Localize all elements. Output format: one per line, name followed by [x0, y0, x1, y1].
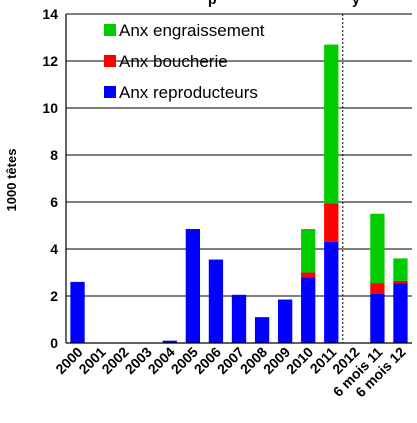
y-tick-label: 12 [42, 53, 58, 69]
bar-anx-engraissement [324, 44, 339, 204]
legend-label: Anx engraissement [119, 21, 265, 40]
legend-label: Anx boucherie [119, 52, 228, 71]
bar-anx-engraissement [370, 213, 385, 284]
y-tick-label: 10 [42, 100, 58, 116]
chart-title-fragment-2: y [352, 0, 360, 7]
bar-anx-boucherie [393, 280, 408, 284]
bar-anx-boucherie [301, 272, 316, 278]
chart-title-fragment: p [208, 0, 217, 7]
bar-anx-reproducteurs [301, 277, 316, 343]
legend-swatch [104, 86, 116, 98]
bar-anx-reproducteurs [70, 281, 85, 343]
gridlines [66, 13, 412, 297]
legend-label: Anx reproducteurs [119, 83, 258, 102]
x-tick-labels: 2000200120022003200420052006200720082009… [52, 344, 408, 401]
y-tick-labels: 0 2 4 6 8 10 12 14 [42, 6, 58, 351]
y-tick-label: 14 [42, 6, 58, 22]
bar-anx-engraissement [301, 229, 316, 273]
y-tick-label: 8 [50, 147, 58, 163]
y-tick-label: 4 [50, 241, 58, 257]
bar-anx-reproducteurs [185, 229, 201, 343]
bar-anx-reproducteurs [208, 259, 224, 343]
y-tick-label: 0 [50, 335, 58, 351]
bar-anx-engraissement [393, 258, 408, 281]
y-tick-label: 2 [50, 288, 58, 304]
bars [70, 44, 408, 343]
bar-anx-reproducteurs [254, 317, 270, 343]
bar-anx-boucherie [324, 203, 339, 242]
legend: Anx engraissement Anx boucherie Anx reprod… [104, 21, 265, 102]
legend-swatch [104, 55, 116, 67]
bar-anx-reproducteurs [162, 340, 177, 343]
bar-anx-reproducteurs [231, 294, 247, 343]
legend-swatch [104, 24, 116, 36]
bar-anx-reproducteurs [393, 283, 408, 343]
bar-anx-reproducteurs [324, 241, 339, 343]
y-tick-label: 6 [50, 194, 58, 210]
bar-anx-boucherie [370, 283, 385, 294]
bar-anx-reproducteurs [370, 293, 385, 343]
axes [65, 14, 412, 344]
bar-anx-reproducteurs [277, 299, 293, 343]
y-axis-title: 1000 têtes [4, 149, 19, 212]
